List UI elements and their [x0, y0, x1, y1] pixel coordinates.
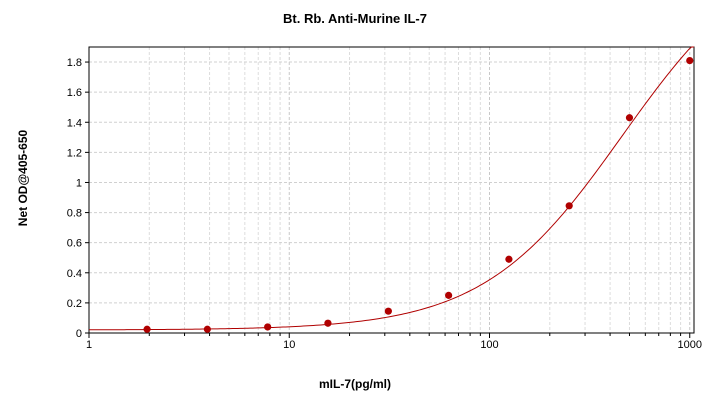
fit-curve — [88, 46, 694, 331]
data-point — [143, 325, 151, 333]
chart-title: Bt. Rb. Anti-Murine IL-7 — [283, 11, 427, 26]
x-axis-label: mIL-7(pg/ml) — [319, 377, 391, 391]
y-tick-label: 0.4 — [67, 268, 82, 280]
y-tick-label: 0.6 — [67, 238, 82, 250]
y-tick-label: 1.2 — [67, 147, 82, 159]
data-point — [264, 323, 272, 331]
y-tick-label: 1 — [76, 177, 82, 189]
x-tick-label: 10 — [283, 339, 295, 351]
y-tick-label: 0.2 — [67, 298, 82, 310]
data-point — [384, 307, 392, 315]
y-tick-label: 0 — [76, 328, 82, 340]
data-point — [625, 114, 634, 122]
y-tick-label: 1.6 — [67, 87, 82, 99]
x-tick-label: 1 — [86, 339, 92, 351]
data-point — [686, 56, 694, 65]
x-tick-label: 1000 — [678, 339, 702, 351]
plot-background — [89, 47, 694, 333]
y-tick-label: 1.4 — [67, 117, 82, 129]
data-point — [203, 325, 211, 333]
data-point — [445, 291, 453, 299]
data-point — [565, 202, 573, 210]
plot-frame — [88, 46, 695, 334]
x-tick-label: 100 — [480, 339, 498, 351]
y-tick-label: 0.8 — [67, 208, 82, 220]
y-tick-label: 1.8 — [67, 57, 82, 69]
data-point — [505, 255, 513, 263]
data-point — [324, 319, 332, 327]
